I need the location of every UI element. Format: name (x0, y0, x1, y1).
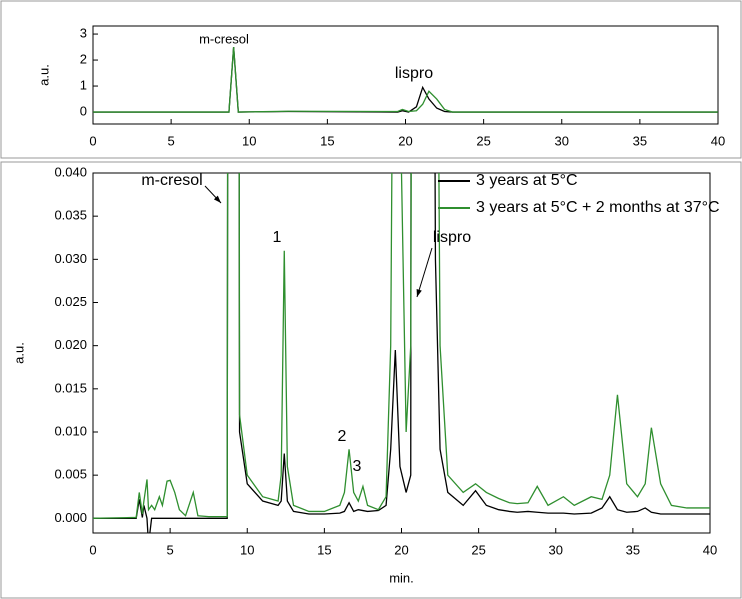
y-tick-label: 3 (80, 25, 87, 40)
x-tick-label: 30 (555, 133, 569, 148)
y-tick-label: 0.035 (54, 208, 87, 223)
x-tick-label: 35 (626, 542, 640, 557)
x-tick-label: 40 (703, 542, 717, 557)
arrow-line (416, 247, 433, 298)
x-tick-label: 15 (317, 542, 331, 557)
plot-frame (92, 172, 711, 534)
plot-area (93, 47, 718, 113)
x-tick-label: 10 (240, 542, 254, 557)
x-tick-label: 40 (711, 133, 725, 148)
annotation: 1 (273, 229, 282, 246)
legend-label: 3 years at 5°C (476, 172, 578, 189)
y-tick-label: 0.025 (54, 294, 87, 309)
annotation: 3 (353, 458, 362, 475)
y-tick-label: 0.000 (54, 510, 87, 525)
x-tick-label: 30 (549, 542, 563, 557)
annotation: m-cresol (199, 31, 249, 46)
x-tick-label: 25 (471, 542, 485, 557)
annotation: lispro (433, 229, 471, 246)
y-tick-label: 0 (80, 103, 87, 118)
arrow-head (416, 289, 422, 297)
x-tick-label: 35 (633, 133, 647, 148)
x-tick-label: 20 (398, 133, 412, 148)
y-axis-label: a.u. (36, 64, 51, 86)
x-axis-label: min. (389, 570, 414, 585)
x-tick-label: 10 (242, 133, 256, 148)
annotation: m-cresol (141, 172, 202, 189)
panel-frame (0, 0, 742, 159)
y-tick-label: 2 (80, 51, 87, 66)
y-tick-label: 0.030 (54, 251, 87, 266)
y-tick-label: 1 (80, 77, 87, 92)
arrow-head (213, 195, 221, 203)
series-line (93, 173, 710, 533)
legend-label: 3 years at 5°C + 2 months at 37°C (476, 199, 720, 216)
x-tick-label: 0 (89, 133, 96, 148)
y-tick-label: 0.010 (54, 423, 87, 438)
plot-area (93, 173, 710, 533)
annotation: lispro (395, 65, 433, 82)
x-tick-label: 5 (168, 133, 175, 148)
x-tick-label: 20 (394, 542, 408, 557)
x-tick-label: 5 (167, 542, 174, 557)
x-tick-label: 25 (476, 133, 490, 148)
series-line (93, 47, 718, 113)
y-tick-label: 0.040 (54, 164, 87, 179)
y-tick-label: 0.020 (54, 337, 87, 352)
y-tick-label: 0.005 (54, 467, 87, 482)
y-tick-label: 0.015 (54, 380, 87, 395)
y-axis-label: a.u. (11, 342, 26, 364)
series-line (93, 173, 710, 519)
panel-frame (0, 161, 742, 599)
x-tick-label: 0 (89, 542, 96, 557)
annotation: 2 (338, 428, 347, 445)
x-tick-label: 15 (320, 133, 334, 148)
